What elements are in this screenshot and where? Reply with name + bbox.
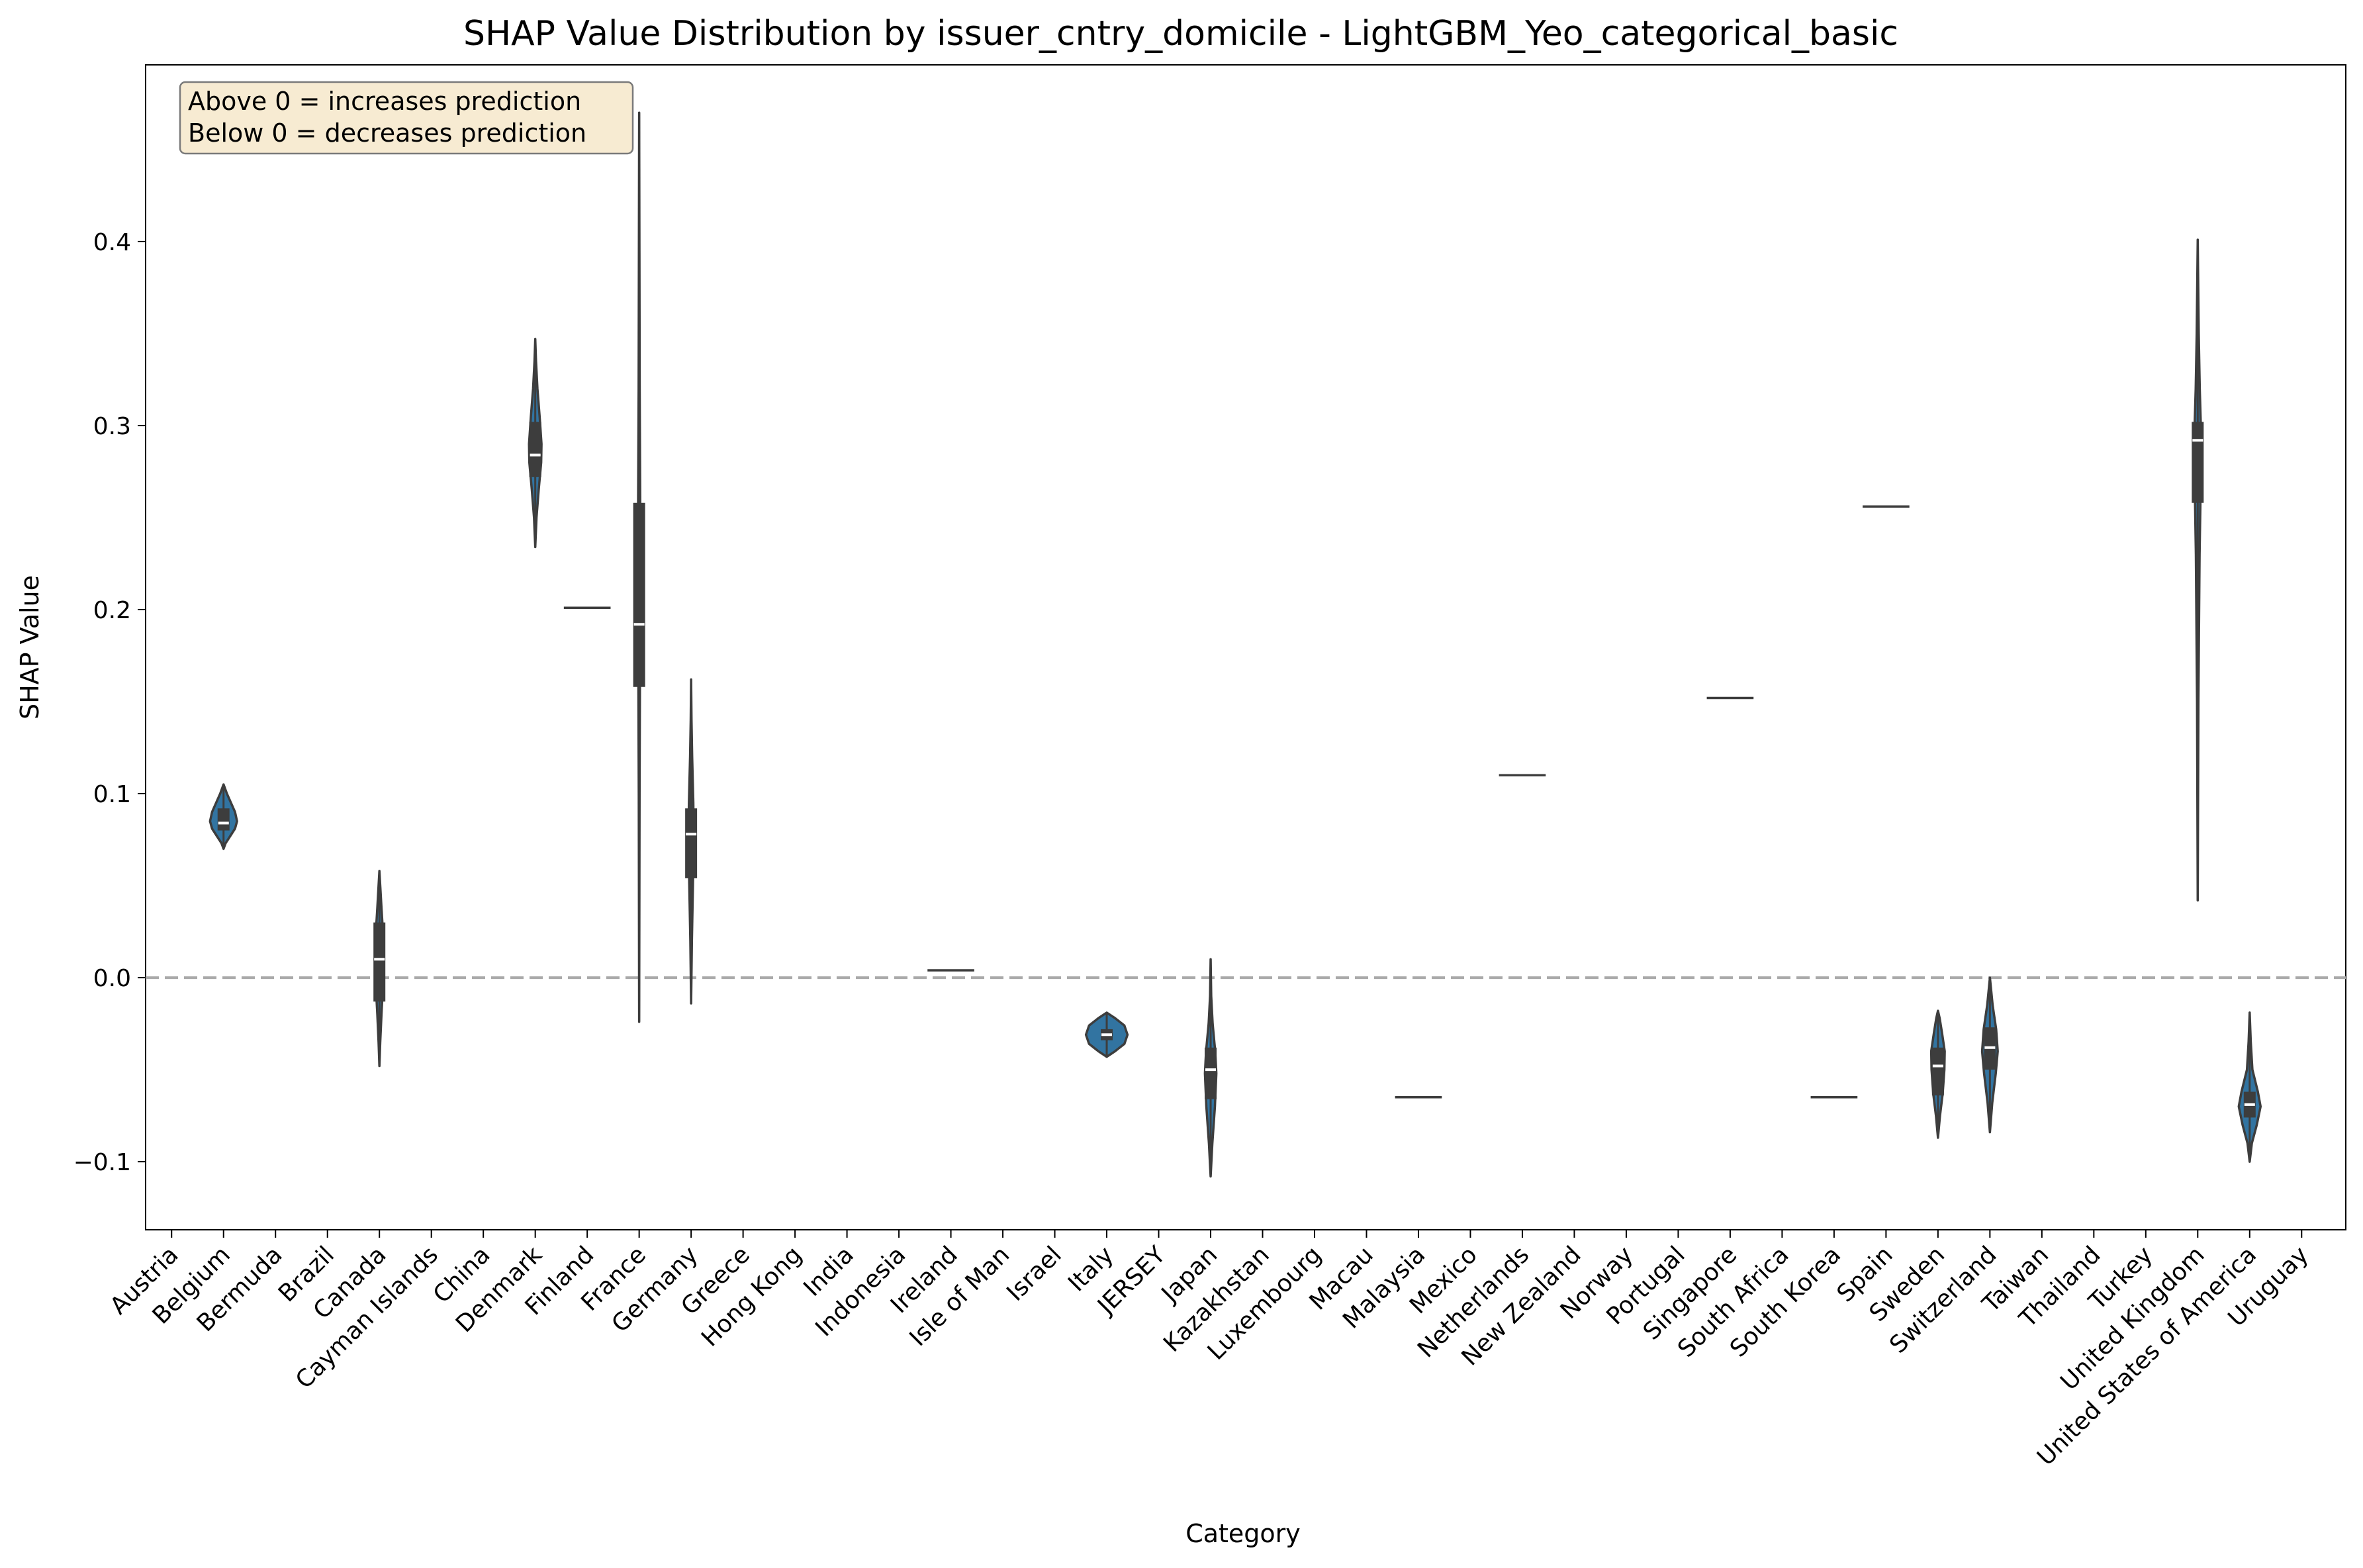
- iqr-box: [217, 808, 230, 831]
- violin-italy: [1084, 1011, 1129, 1058]
- annotation-line-2: Below 0 = decreases prediction: [188, 118, 586, 148]
- annotation-background: [179, 81, 634, 155]
- annotation-line-1: Above 0 = increases prediction: [188, 87, 581, 116]
- y-tick-label: 0.0: [93, 965, 131, 992]
- chart-title: SHAP Value Distribution by issuer_cntry_…: [463, 14, 1898, 54]
- y-tick-label: 0.1: [93, 781, 131, 808]
- y-tick-label: 0.2: [93, 597, 131, 624]
- violin-belgium: [208, 783, 238, 851]
- violin-sweden: [1929, 1009, 1946, 1139]
- iqr-box: [529, 422, 541, 477]
- violin-united-kingdom: [2192, 238, 2204, 902]
- iqr-box: [1205, 1047, 1217, 1099]
- violin-layer: [208, 111, 2262, 1178]
- violin-switzerland: [1980, 976, 1999, 1134]
- iqr-box: [633, 502, 645, 687]
- violin-germany: [685, 678, 698, 1005]
- iqr-box: [2192, 422, 2204, 503]
- iqr-box: [1931, 1047, 1944, 1096]
- x-axis-label: Category: [1185, 1519, 1301, 1548]
- iqr-box: [373, 922, 386, 1002]
- violin-denmark: [528, 338, 543, 549]
- violin-united-states-of-america: [2237, 1011, 2262, 1163]
- y-axis: −0.1 0.0 0.1 0.2 0.3 0.4: [73, 229, 146, 1176]
- x-axis: AustriaBelgiumBermudaBrazilCanadaCayman …: [105, 1230, 2314, 1471]
- violin-france: [633, 111, 645, 1023]
- y-tick-label: 0.4: [93, 229, 131, 256]
- y-tick-label: 0.3: [93, 413, 131, 440]
- violin-canada: [373, 870, 386, 1068]
- annotation-box: Above 0 = increases prediction Below 0 =…: [179, 81, 634, 155]
- violin-japan: [1203, 958, 1218, 1178]
- y-tick-label: −0.1: [73, 1149, 131, 1176]
- y-axis-label: SHAP Value: [15, 575, 44, 719]
- iqr-box: [685, 808, 698, 878]
- plot-area: [145, 64, 2346, 1230]
